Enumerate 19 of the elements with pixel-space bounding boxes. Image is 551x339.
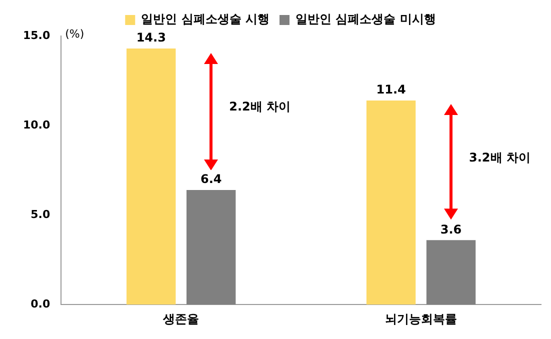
x-tick-label: 생존율 bbox=[162, 312, 200, 326]
annotation: 3.2배 차이 bbox=[469, 150, 530, 164]
y-axis-title: (%) bbox=[65, 27, 84, 40]
bar bbox=[186, 190, 236, 305]
legend-label: 일반인 심폐소생술 미시행 bbox=[296, 12, 436, 26]
bar bbox=[366, 100, 416, 305]
data-label: 11.4 bbox=[376, 82, 406, 97]
bar bbox=[126, 48, 176, 305]
data-label: 14.3 bbox=[136, 30, 166, 45]
data-label: 3.6 bbox=[440, 222, 462, 236]
bar bbox=[426, 240, 476, 305]
y-tick-label: 10.0 bbox=[23, 118, 50, 132]
legend-label: 일반인 심폐소생술 시행 bbox=[141, 12, 270, 26]
y-tick-label: 0.0 bbox=[30, 297, 50, 310]
y-tick-label: 5.0 bbox=[30, 208, 50, 221]
annotation: 2.2배 차이 bbox=[229, 99, 291, 114]
x-tick-label: 뇌기능회복률 bbox=[385, 312, 458, 326]
y-tick-label: 15.0 bbox=[23, 28, 50, 42]
data-label: 6.4 bbox=[200, 172, 222, 186]
